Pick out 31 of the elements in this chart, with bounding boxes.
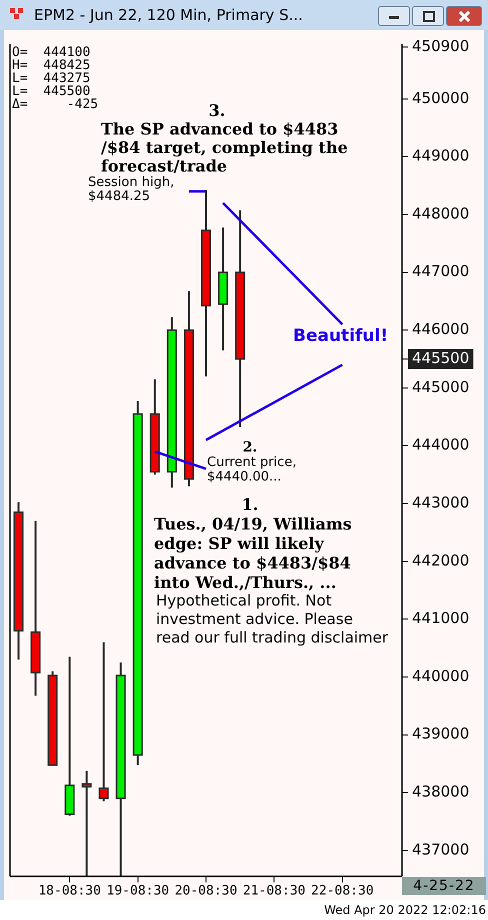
y-tick-label: 445500 <box>412 348 470 367</box>
annotation: Hypothetical profit. Not investment advice. Please read our full trading disclaimer <box>156 591 389 646</box>
x-tick-label: 18-08:30 <box>38 884 101 899</box>
y-tick-label: 446000 <box>412 320 470 338</box>
annotation: 3. The SP advanced to $4483 /$84 target, completing the forecast/trade <box>101 101 348 176</box>
y-tick-label: 443000 <box>412 493 470 512</box>
y-tick-label: 437000 <box>412 840 470 858</box>
annotation: Session high, $4484.25 <box>88 174 174 204</box>
chart-title: EPM2 - Jun 22, 120 Min, Primary S... <box>34 6 303 24</box>
y-tick-label: 449000 <box>412 146 470 165</box>
annotation: O= 444100 H= 448425 L= 443275 L= 445500 Δ= -425 <box>12 44 98 112</box>
y-tick-label: 444000 <box>412 436 470 454</box>
text: Wed Apr 20 2022 12:02:16 <box>324 903 486 917</box>
y-tick-label: 442000 <box>412 551 470 570</box>
x-tick-label: 21-08:30 <box>242 884 306 899</box>
y-tick-label: 447000 <box>412 262 470 280</box>
y-tick-label: 440000 <box>412 666 470 685</box>
y-tick-label: 445000 <box>412 378 470 396</box>
y-tick-label: 439000 <box>412 724 470 743</box>
y-tick-label: 441000 <box>412 609 470 628</box>
x-tick-label: 22-08:30 <box>311 884 374 899</box>
x-tick-label: 19-08:30 <box>106 884 170 899</box>
annotation: 2. Current price, $4440.00... <box>207 440 296 484</box>
annotation: Beautiful! <box>293 326 388 346</box>
text: 4-25-22 <box>402 877 486 895</box>
y-tick-label: 438000 <box>412 782 470 800</box>
annotation: 1. Tues., 04/19, Williams edge: SP will likely advance to $4483/$84 into Wed.,/Thurs., ... <box>154 495 352 592</box>
y-tick-label: 448000 <box>412 204 470 222</box>
y-tick-label: 450000 <box>412 88 470 107</box>
x-tick-label: 20-08:30 <box>174 884 238 899</box>
y-tick-label: 450900 <box>412 36 470 55</box>
